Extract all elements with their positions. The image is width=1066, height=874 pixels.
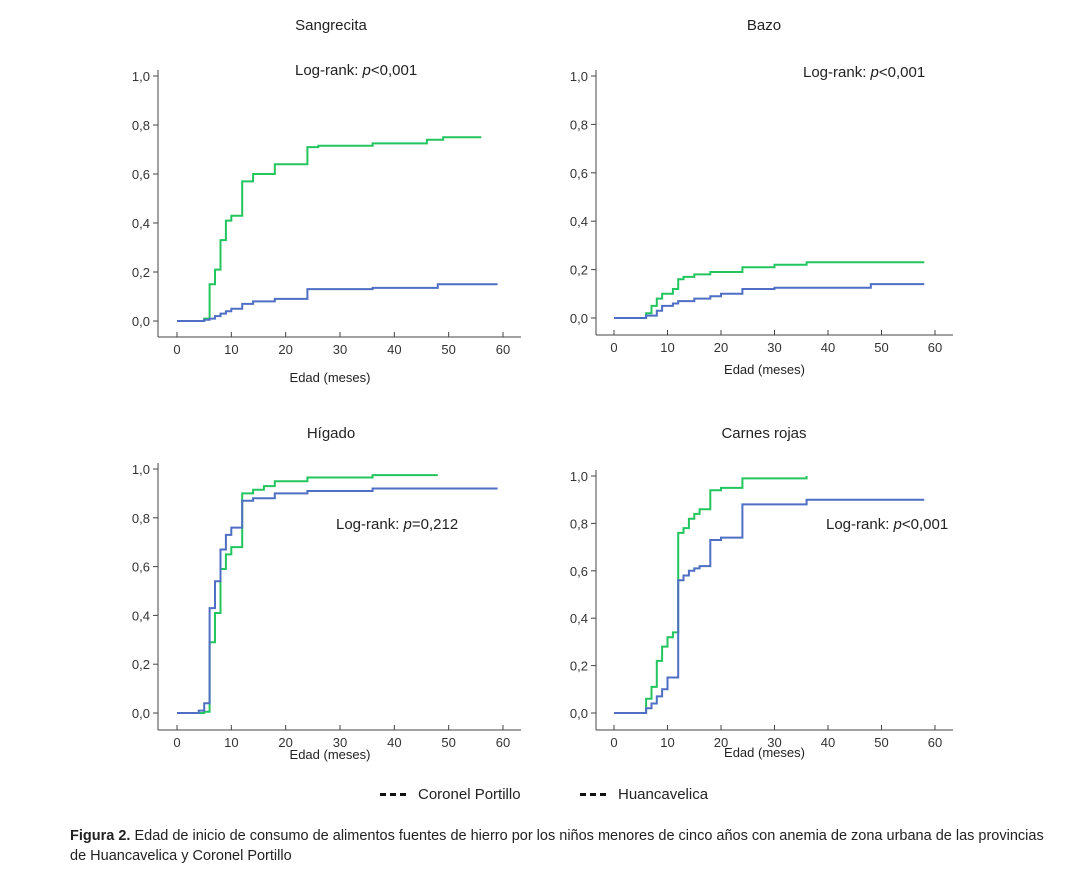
legend: Coronel Portillo Huancavelica xyxy=(0,786,1066,810)
x-axis-label: Edad (meses) xyxy=(724,745,805,760)
y-tick-label: 0,2 xyxy=(132,265,150,280)
x-tick-label: 40 xyxy=(387,342,401,357)
logrank-annotation: Log-rank: p<0,001 xyxy=(295,62,417,79)
y-tick-label: 1,0 xyxy=(132,69,150,84)
y-tick-label: 0,6 xyxy=(132,167,150,182)
chart-title: Sangrecita xyxy=(295,17,367,34)
annotation-p: p xyxy=(893,516,902,533)
series-line-huancavelica xyxy=(177,136,482,322)
legend-swatch-huancavelica xyxy=(580,793,606,796)
y-tick-label: 0,0 xyxy=(132,314,150,329)
x-axis-label: Edad (meses) xyxy=(724,362,805,377)
x-tick-label: 30 xyxy=(767,340,781,355)
legend-swatch-coronel-portillo xyxy=(380,793,406,796)
y-tick-label: 0,4 xyxy=(132,608,150,623)
annotation-prefix: Log-rank: xyxy=(826,516,894,533)
x-tick-label: 40 xyxy=(387,735,401,750)
x-tick-label: 30 xyxy=(767,735,781,750)
x-tick-label: 10 xyxy=(224,342,238,357)
x-axis-label: Edad (meses) xyxy=(290,747,371,762)
x-tick-label: 10 xyxy=(224,735,238,750)
y-tick-label: 0,2 xyxy=(132,657,150,672)
annotation-prefix: Log-rank: xyxy=(803,64,871,81)
chart-title: Carnes rojas xyxy=(721,425,806,442)
chart-title: Bazo xyxy=(747,17,781,34)
y-tick-label: 1,0 xyxy=(132,462,150,477)
y-tick-label: 0,4 xyxy=(132,216,150,231)
x-tick-label: 0 xyxy=(610,340,617,355)
annotation-prefix: Log-rank: xyxy=(295,62,363,79)
x-tick-label: 20 xyxy=(714,340,728,355)
annotation-value: <0,001 xyxy=(902,516,948,533)
y-tick-label: 0,2 xyxy=(570,659,588,674)
y-tick-label: 0,8 xyxy=(132,511,150,526)
x-tick-label: 20 xyxy=(278,342,292,357)
annotation-value: <0,001 xyxy=(371,62,417,79)
caption-label: Figura 2. xyxy=(70,828,131,844)
y-tick-label: 0,6 xyxy=(570,564,588,579)
y-tick-label: 0,8 xyxy=(570,117,588,132)
legend-item-huancavelica: Huancavelica xyxy=(580,786,708,803)
chart-bazo: Bazo 0,0 0,2 0,4 0,6 0,8 1,0 0 10 20 30 40 50 60 Edad … xyxy=(570,17,953,377)
y-tick-label: 1,0 xyxy=(570,69,588,84)
logrank-annotation: Log-rank: p<0,001 xyxy=(803,64,925,81)
x-axis-label: Edad (meses) xyxy=(290,370,371,385)
caption-text: Edad de inicio de consumo de alimentos f… xyxy=(70,828,1044,864)
annotation-p: p xyxy=(870,64,879,81)
x-tick-label: 0 xyxy=(173,735,180,750)
annotation-value: <0,001 xyxy=(879,64,925,81)
series-line-huancavelica xyxy=(614,476,808,714)
x-tick-label: 50 xyxy=(874,340,888,355)
x-tick-label: 40 xyxy=(821,735,835,750)
series-line-coronel-portillo xyxy=(177,487,498,714)
chart-carnes-rojas: Carnes rojas 0,0 0,2 0,4 0,6 0,8 1,0 0 10 20 30 40 5… xyxy=(570,425,953,760)
series-line-huancavelica xyxy=(177,474,438,714)
y-tick-label: 0,6 xyxy=(132,560,150,575)
legend-label: Huancavelica xyxy=(618,786,709,803)
y-tick-label: 0,4 xyxy=(570,214,588,229)
x-tick-label: 50 xyxy=(441,735,455,750)
legend-label: Coronel Portillo xyxy=(418,786,521,803)
annotation-prefix: Log-rank: xyxy=(336,516,404,533)
y-tick-label: 0,8 xyxy=(132,118,150,133)
annotation-value: =0,212 xyxy=(412,516,458,533)
logrank-annotation: Log-rank: p=0,212 xyxy=(336,516,458,533)
chart-higado: Hígado 0,0 0,2 0,4 0,6 0,8 1,0 0 10 20 30 40 50 60 Eda… xyxy=(132,425,521,762)
y-tick-label: 0,2 xyxy=(570,263,588,278)
x-tick-label: 60 xyxy=(928,340,942,355)
y-tick-label: 0,8 xyxy=(570,516,588,531)
chart-title: Hígado xyxy=(307,425,355,442)
chart-sangrecita: Sangrecita 0,0 0,2 0,4 0,6 0,8 1,0 0 10 20 30 40 50 6… xyxy=(132,17,521,385)
y-tick-label: 0,4 xyxy=(570,611,588,626)
annotation-p: p xyxy=(403,516,412,533)
series-line-huancavelica xyxy=(614,261,925,319)
x-tick-label: 10 xyxy=(660,735,674,750)
y-tick-label: 0,6 xyxy=(570,166,588,181)
x-tick-label: 40 xyxy=(821,340,835,355)
y-tick-label: 0,0 xyxy=(570,706,588,721)
x-tick-label: 60 xyxy=(496,342,510,357)
figure-caption: Figura 2. Edad de inicio de consumo de a… xyxy=(70,826,1045,866)
series-line-coronel-portillo xyxy=(614,498,925,714)
x-tick-label: 20 xyxy=(278,735,292,750)
series-line-coronel-portillo xyxy=(614,283,925,319)
x-tick-label: 30 xyxy=(333,735,347,750)
legend-item-coronel-portillo: Coronel Portillo xyxy=(380,786,521,803)
y-tick-label: 0,0 xyxy=(132,706,150,721)
x-tick-label: 0 xyxy=(173,342,180,357)
x-tick-label: 50 xyxy=(441,342,455,357)
x-tick-label: 10 xyxy=(660,340,674,355)
annotation-p: p xyxy=(362,62,371,79)
x-tick-label: 30 xyxy=(333,342,347,357)
x-tick-label: 60 xyxy=(496,735,510,750)
series-line-coronel-portillo xyxy=(177,283,498,322)
x-tick-label: 60 xyxy=(928,735,942,750)
figure-panels: Sangrecita 0,0 0,2 0,4 0,6 0,8 1,0 0 10 20 30 40 50 6… xyxy=(132,17,953,762)
x-tick-label: 0 xyxy=(610,735,617,750)
x-tick-label: 50 xyxy=(874,735,888,750)
logrank-annotation: Log-rank: p<0,001 xyxy=(826,516,948,533)
x-tick-label: 20 xyxy=(714,735,728,750)
y-tick-label: 1,0 xyxy=(570,469,588,484)
y-tick-label: 0,0 xyxy=(570,311,588,326)
